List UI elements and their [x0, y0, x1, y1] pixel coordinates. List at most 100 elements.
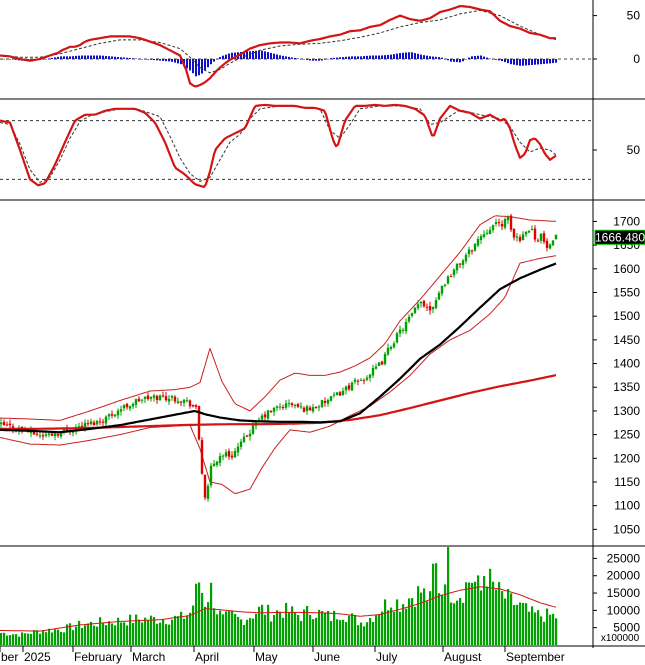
ma-mid-line: [0, 262, 557, 434]
volume-bar: [393, 611, 396, 645]
volume-y-tick-label: 10000: [607, 603, 641, 617]
price-y-tick-label: 1100: [614, 499, 640, 513]
candle-up: [332, 394, 336, 396]
macd-histogram-bar: [147, 58, 149, 60]
candle-up: [44, 434, 48, 436]
volume-bar: [234, 613, 237, 645]
candle-up: [134, 399, 138, 405]
volume-bar: [291, 606, 294, 645]
volume-bar: [552, 613, 555, 645]
candle-up: [47, 433, 51, 435]
macd-histogram-bar: [126, 57, 128, 59]
candle-up: [158, 395, 162, 401]
volume-bar: [195, 583, 198, 645]
macd-histogram-bar: [15, 58, 17, 60]
volume-bar: [78, 620, 81, 645]
macd-histogram-bar: [288, 56, 290, 59]
volume-bar: [156, 623, 159, 645]
candle-up: [287, 403, 291, 405]
volume-bar: [129, 614, 132, 645]
macd-histogram-bar: [120, 57, 122, 59]
macd-histogram-bar: [204, 58, 206, 71]
macd-histogram-bar: [468, 57, 470, 59]
volume-bar: [33, 630, 36, 645]
candle-up: [392, 343, 396, 348]
candle-down: [425, 306, 429, 308]
volume-bar: [189, 612, 192, 645]
volume-bar: [84, 625, 87, 645]
candle-down: [323, 401, 327, 403]
x-tick-label: ber: [1, 650, 18, 664]
macd-histogram-bar: [132, 58, 134, 59]
macd-histogram-bar: [471, 56, 473, 59]
volume-bar: [537, 610, 540, 645]
volume-bar: [441, 594, 444, 645]
candle-down: [80, 425, 84, 428]
volume-unit-label: x100000: [601, 633, 640, 644]
macd-histogram-bar: [495, 58, 497, 60]
volume-bar: [201, 592, 204, 645]
candle-down: [449, 276, 453, 278]
macd-histogram-bar: [252, 50, 254, 59]
candle-up: [233, 450, 237, 458]
macd-histogram-bar: [312, 58, 314, 61]
macd-histogram-bar: [234, 52, 236, 59]
macd-histogram-bar: [198, 58, 200, 76]
macd-histogram-bar: [258, 50, 260, 59]
volume-bar: [282, 617, 285, 645]
price-y-tick-label: 1700: [613, 214, 640, 228]
volume-bar: [3, 632, 6, 645]
macd-histogram-bar: [342, 57, 344, 59]
candle-up: [260, 415, 264, 420]
candle-up: [77, 426, 81, 428]
volume-bar: [69, 623, 72, 645]
macd-histogram-bar: [171, 58, 173, 62]
macd-histogram-bar: [150, 58, 152, 60]
volume-bar: [258, 606, 261, 645]
volume-bar: [90, 621, 93, 645]
volume-bar: [453, 603, 456, 645]
volume-bar: [474, 581, 477, 645]
volume-bar: [123, 622, 126, 645]
candle-down: [188, 400, 192, 407]
macd-histogram-bar: [483, 56, 485, 59]
candle-up: [527, 230, 531, 233]
volume-bar: [435, 563, 438, 645]
candle-up: [482, 234, 486, 237]
candle-up: [119, 409, 123, 412]
macd-histogram-bar: [57, 56, 59, 59]
candle-up: [551, 240, 555, 246]
stochastic-panel: [0, 103, 593, 188]
volume-bar: [102, 622, 105, 645]
volume-bar: [24, 633, 27, 645]
volume-bar: [375, 615, 378, 645]
macd-histogram-bar: [51, 57, 53, 59]
macd-histogram-bar: [180, 58, 182, 65]
volume-bar: [405, 608, 408, 645]
candle-down: [338, 392, 342, 396]
macd-histogram-bar: [489, 58, 491, 60]
volume-bar: [510, 593, 513, 645]
macd-histogram-bar: [339, 57, 341, 59]
volume-bar: [267, 604, 270, 645]
candle-up: [266, 410, 270, 419]
macd-histogram-bar: [327, 58, 329, 60]
macd-histogram-bar: [267, 52, 269, 59]
volume-bar: [249, 618, 252, 645]
candle-up: [59, 431, 63, 437]
macd-histogram-bar: [255, 50, 257, 59]
candle-up: [305, 406, 309, 412]
volume-bar: [87, 623, 90, 645]
candle-up: [554, 234, 558, 240]
candle-up: [350, 382, 354, 391]
volume-bar: [354, 614, 357, 645]
macd-histogram-bar: [381, 55, 383, 59]
macd-histogram-bar: [249, 51, 251, 59]
candle-up: [209, 465, 213, 486]
volume-bar: [411, 598, 414, 645]
volume-bar: [372, 621, 375, 645]
volume-bar: [516, 604, 519, 645]
macd-histogram-bar: [465, 58, 467, 60]
volume-y-tick-label: 5000: [613, 621, 640, 635]
